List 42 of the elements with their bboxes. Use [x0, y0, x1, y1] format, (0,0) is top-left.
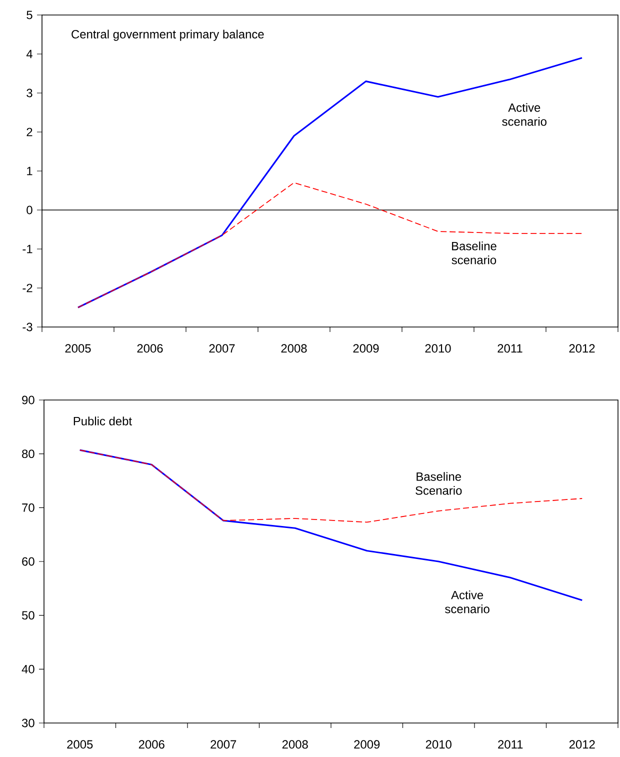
y-tick-label: 4 [26, 50, 32, 58]
y-tick-label: 1 [27, 166, 32, 176]
line-series [78, 182, 582, 308]
x-tick-label: 2007 [210, 740, 236, 749]
series-label: Baseline scenario [452, 242, 496, 264]
y-tick-label: 80 [22, 450, 34, 458]
y-tick-label: 90 [22, 396, 34, 404]
y-tick-label: 0 [26, 206, 32, 214]
y-tick-label: -3 [22, 322, 32, 332]
series-label: Active scenario [445, 590, 490, 614]
x-tick-label: 2009 [353, 344, 379, 353]
x-tick-label: 2006 [138, 740, 164, 749]
x-tick-label: 2007 [209, 344, 235, 353]
x-tick-label: 2005 [65, 344, 91, 353]
y-tick-label: 5 [26, 10, 32, 20]
x-tick-label: 2006 [137, 344, 163, 353]
x-tick-label: 2009 [354, 740, 380, 749]
line-series [79, 450, 583, 523]
y-tick-label: 70 [22, 503, 34, 512]
x-tick-label: 2012 [569, 344, 595, 353]
y-tick-label: 30 [22, 718, 34, 728]
y-tick-label: 60 [22, 557, 34, 566]
text: Central government primary balance [72, 30, 264, 41]
x-tick-label: 2008 [282, 740, 308, 749]
y-tick-label: -2 [22, 284, 32, 292]
x-tick-label: 2010 [425, 344, 451, 353]
x-tick-label: 2011 [498, 740, 523, 749]
x-tick-label: 2011 [498, 344, 522, 353]
text: Public debt [74, 416, 132, 426]
x-tick-label: 2005 [67, 740, 93, 749]
x-tick-label: 2008 [281, 344, 307, 353]
line-series [79, 449, 583, 602]
y-tick-label: 50 [22, 611, 34, 620]
x-tick-label: 2010 [426, 740, 452, 749]
y-tick-label: 3 [26, 88, 32, 98]
series-label: Active scenario [502, 103, 546, 126]
y-tick-label: 2 [26, 128, 32, 136]
y-tick-label: 40 [22, 664, 34, 674]
series-label: Baseline Scenario [416, 472, 462, 495]
x-tick-label: 2012 [569, 740, 595, 749]
line-series [77, 57, 583, 308]
y-tick-label: -1 [22, 244, 32, 254]
